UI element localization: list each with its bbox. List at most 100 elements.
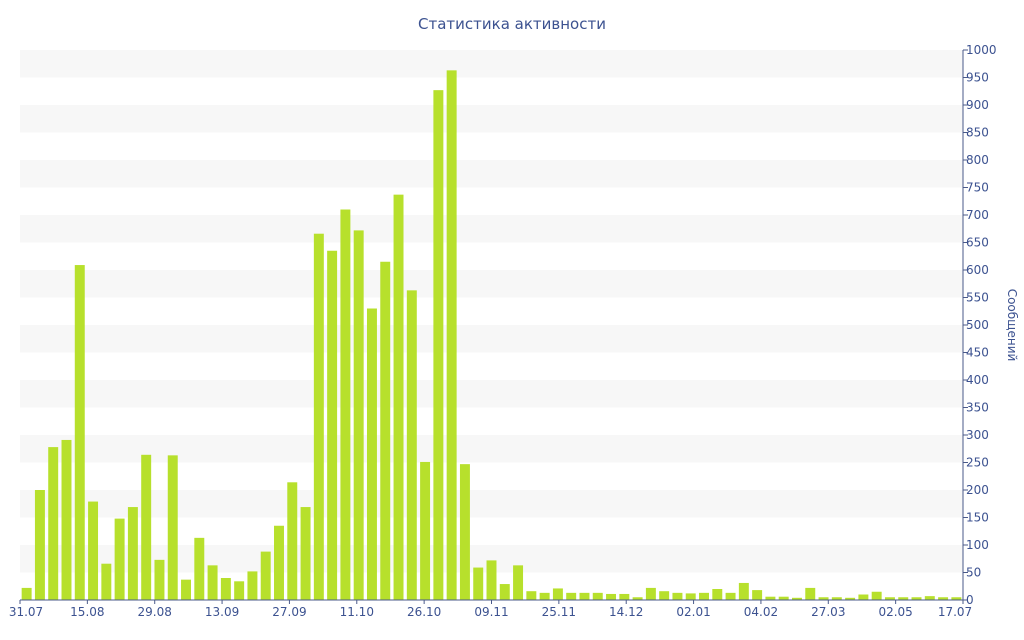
bar — [951, 597, 962, 600]
y-tick-label: 150 — [966, 511, 989, 525]
x-tick-label: 27.09 — [272, 605, 306, 619]
y-axis-label: Сообщений — [1005, 289, 1019, 362]
bar — [712, 589, 723, 600]
y-tick-label: 1000 — [966, 43, 997, 57]
bar — [898, 597, 909, 600]
bar — [765, 596, 776, 600]
x-tick-label: 04.02 — [744, 605, 778, 619]
y-tick-label: 950 — [966, 71, 989, 85]
x-tick-label: 31.07 — [9, 605, 43, 619]
bar — [699, 592, 709, 600]
bar — [552, 588, 563, 600]
y-tick-label: 300 — [966, 428, 989, 442]
bar — [88, 501, 99, 600]
bar — [792, 597, 802, 600]
bar — [579, 592, 590, 600]
bar — [831, 597, 842, 600]
y-tick-label: 550 — [966, 291, 989, 305]
bar — [287, 482, 298, 600]
bar — [300, 507, 311, 600]
y-tick-label: 450 — [966, 346, 989, 360]
bar — [101, 563, 112, 600]
bar — [752, 590, 763, 600]
bar — [884, 597, 895, 600]
bar — [260, 551, 271, 600]
y-tick-label: 850 — [966, 126, 989, 140]
bar — [486, 560, 497, 600]
bar — [845, 597, 856, 600]
x-tick-label: 25.11 — [542, 605, 576, 619]
bar — [274, 525, 284, 600]
bar — [778, 596, 789, 600]
bar — [566, 592, 577, 600]
bar — [340, 209, 351, 600]
y-axis: 0 50 100 150 200 250 300 350 400 450 500 550 600 650 7… — [962, 43, 997, 607]
x-tick-label: 29.08 — [138, 605, 172, 619]
bar — [499, 584, 510, 600]
bar — [818, 597, 829, 600]
bar — [420, 461, 431, 600]
bar — [871, 591, 882, 600]
x-tick-label: 14.12 — [609, 605, 643, 619]
x-axis: 31.07 15.08 29.08 13.09 27.09 11.10 26.10 09.11… — [9, 599, 972, 619]
bar — [127, 507, 138, 600]
bar — [858, 594, 869, 600]
bar — [446, 70, 457, 601]
bar — [167, 455, 178, 600]
bar — [313, 233, 324, 600]
bar — [911, 597, 922, 600]
x-tick-label: 11.10 — [340, 605, 374, 619]
bar — [247, 571, 258, 600]
x-tick-label: 02.05 — [878, 605, 912, 619]
bar — [459, 464, 470, 600]
y-tick-label: 500 — [966, 318, 989, 332]
background-band — [20, 50, 963, 78]
background-band — [20, 490, 963, 518]
y-tick-label: 50 — [966, 566, 981, 580]
background-band — [20, 270, 963, 298]
x-tick-label: 27.03 — [811, 605, 845, 619]
y-tick-label: 600 — [966, 263, 989, 277]
background-band — [20, 160, 963, 188]
bar — [366, 308, 377, 600]
background-band — [20, 325, 963, 353]
bar — [181, 579, 191, 600]
y-tick-label: 900 — [966, 98, 989, 112]
bar — [353, 230, 364, 600]
x-tick-label: 26.10 — [407, 605, 441, 619]
x-tick-label: 09.11 — [474, 605, 508, 619]
background-band — [20, 215, 963, 243]
bar — [34, 490, 45, 600]
x-tick-label: 17.07 — [938, 605, 972, 619]
y-tick-label: 200 — [966, 483, 989, 497]
bar — [592, 592, 603, 600]
bar — [21, 587, 32, 600]
bar — [606, 593, 617, 600]
bar — [473, 567, 484, 600]
bar — [207, 565, 218, 600]
bar — [154, 559, 165, 600]
bar — [938, 597, 949, 600]
bars — [21, 70, 962, 601]
bar — [659, 591, 670, 600]
bar — [725, 592, 736, 600]
bar — [619, 593, 630, 600]
y-tick-label: 100 — [966, 538, 989, 552]
y-tick-label: 400 — [966, 373, 989, 387]
y-tick-label: 750 — [966, 181, 989, 195]
bar — [924, 596, 935, 600]
bar — [513, 565, 524, 600]
x-tick-label: 15.08 — [70, 605, 104, 619]
bar — [194, 537, 205, 600]
bar — [48, 447, 59, 600]
bar — [234, 581, 245, 600]
bar — [114, 518, 125, 600]
bar — [645, 587, 656, 600]
bar — [61, 439, 72, 600]
bar — [220, 578, 231, 600]
bar — [380, 261, 391, 600]
background-band — [20, 435, 963, 463]
background-bands — [20, 50, 963, 573]
y-tick-label: 250 — [966, 456, 989, 470]
